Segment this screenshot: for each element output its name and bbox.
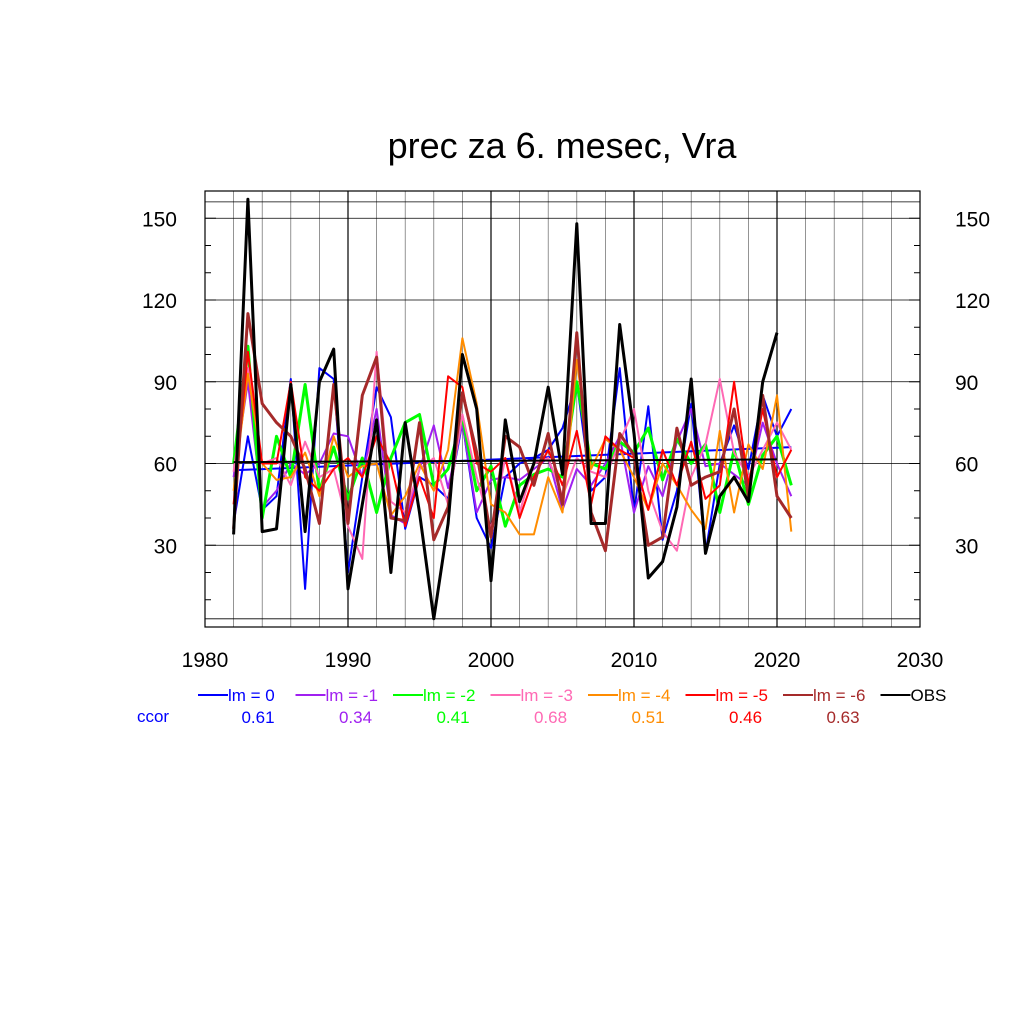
legend-label: lm = -4 (618, 686, 670, 705)
x-tick-label: 2010 (611, 649, 658, 672)
y-tick-label-right: 90 (955, 372, 978, 395)
ccor-value: 0.51 (631, 708, 664, 727)
y-tick-label-right: 120 (955, 290, 990, 313)
x-tick-label: 1980 (182, 649, 229, 672)
ccor-label: ccor (137, 707, 169, 726)
axis-ticks (205, 217, 920, 601)
legend: lm = 0 0.61 lm = -1 0.34 lm = -2 0.41 lm = -3 0… (137, 686, 946, 727)
ccor-value: 0.41 (436, 708, 469, 727)
ccor-value: 0.61 (241, 708, 274, 727)
x-tick-label: 2030 (897, 649, 944, 672)
ccor-value: 0.68 (534, 708, 567, 727)
chart-title: prec za 6. mesec, Vra (388, 125, 738, 166)
y-tick-label-left: 30 (154, 535, 177, 558)
x-tick-label: 2000 (468, 649, 515, 672)
y-tick-label-right: 60 (955, 454, 978, 477)
ccor-value: 0.63 (826, 708, 859, 727)
x-tick-label: 2020 (754, 649, 801, 672)
x-tick-label: 1990 (325, 649, 372, 672)
series-lines (232, 197, 793, 621)
ccor-value: 0.34 (339, 708, 372, 727)
ccor-value: 0.46 (729, 708, 762, 727)
legend-label: lm = 0 (228, 686, 275, 705)
y-tick-label-left: 60 (154, 454, 177, 477)
y-tick-label-right: 30 (955, 535, 978, 558)
plot-frame (204, 190, 921, 628)
trend-line (233, 458, 778, 464)
tick-labels: 30 30 60 60 90 90 120 120 150 150 1980 1990 2000 2010… (142, 208, 990, 672)
series-line (232, 197, 779, 621)
y-tick-label-right: 150 (955, 208, 990, 231)
y-tick-label-left: 150 (142, 208, 177, 231)
legend-label: lm = -6 (813, 686, 865, 705)
legend-label: lm = -1 (326, 686, 378, 705)
legend-label: lm = -3 (521, 686, 573, 705)
y-tick-label-left: 120 (142, 290, 177, 313)
y-tick-label-left: 90 (154, 372, 177, 395)
legend-label: lm = -2 (423, 686, 475, 705)
legend-label: OBS (911, 686, 947, 705)
legend-label: lm = -5 (716, 686, 768, 705)
